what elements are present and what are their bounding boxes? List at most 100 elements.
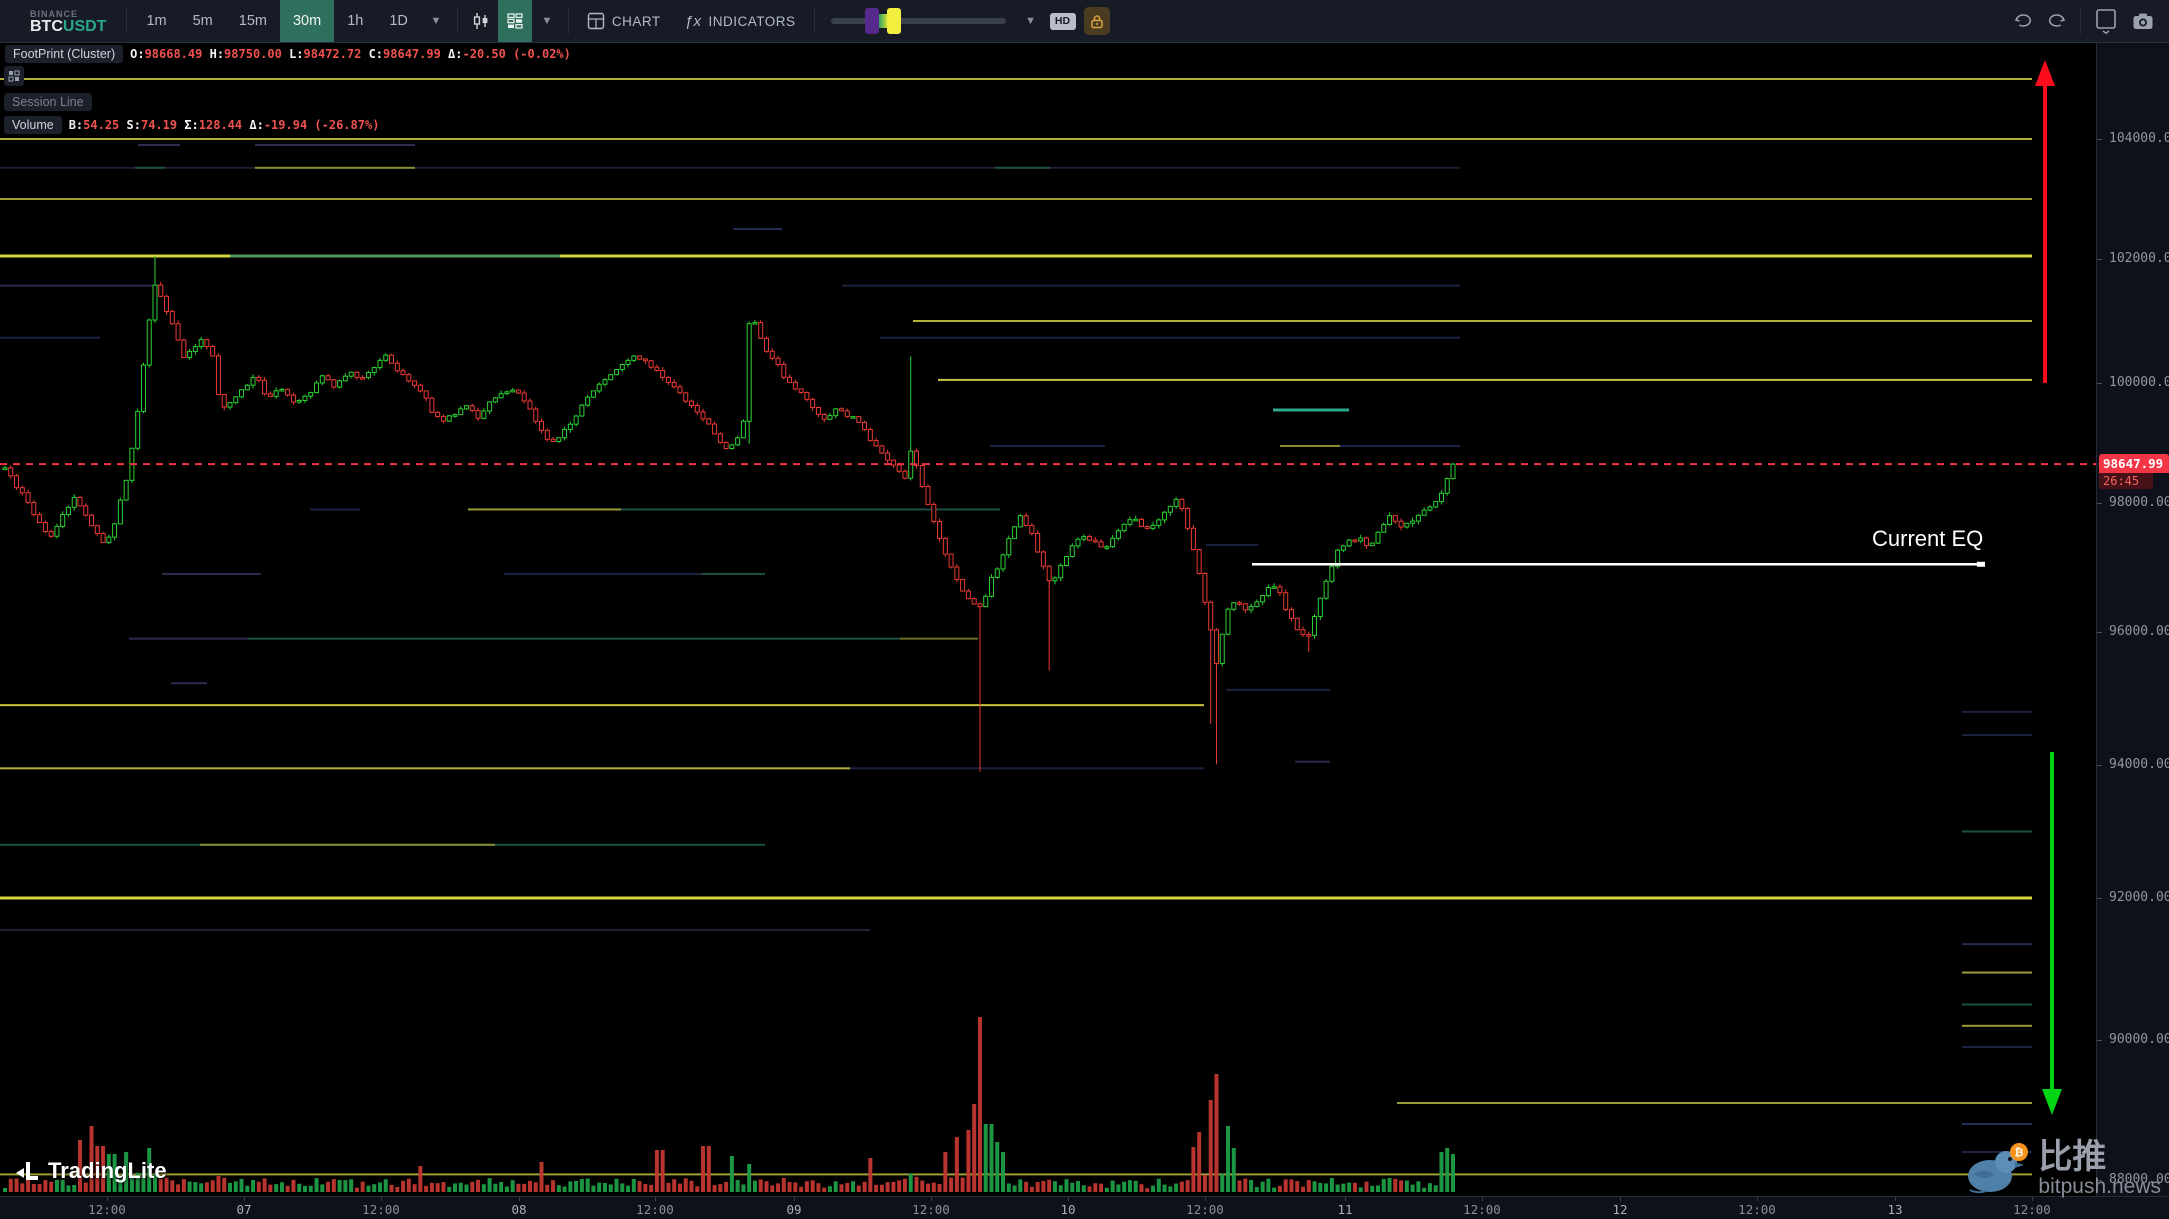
- indicators-button-label: INDICATORS: [708, 13, 796, 29]
- chart-button[interactable]: CHART: [575, 0, 673, 42]
- price-chart-canvas[interactable]: [0, 42, 2096, 1196]
- symbol-quote: USDT: [62, 17, 107, 35]
- heatmap-intensity-slider[interactable]: [830, 8, 1006, 34]
- bitpush-url-label: bitpush.news: [2038, 1175, 2161, 1198]
- tradinglite-watermark: TradingLite: [14, 1158, 167, 1184]
- chevron-down-icon: ▼: [1025, 15, 1036, 27]
- time-tick: [1895, 1197, 1896, 1201]
- screenshot-button[interactable]: [2125, 0, 2161, 42]
- last-price-tag: 98647.99 26:45: [2098, 454, 2169, 490]
- timeframe-button-1h[interactable]: 1h: [334, 0, 376, 42]
- tradinglite-label: TradingLite: [48, 1158, 167, 1183]
- layer-toggle-button[interactable]: [4, 66, 24, 86]
- redo-icon: [2048, 14, 2066, 27]
- time-tick: [519, 1197, 520, 1201]
- camera-icon: [2133, 13, 2153, 29]
- time-tick: [107, 1197, 108, 1201]
- price-axis-label: 96000.00: [2109, 624, 2169, 639]
- time-tick: [655, 1197, 656, 1201]
- layer-toggle-row: [4, 66, 24, 86]
- slider-handle-low[interactable]: [864, 8, 879, 34]
- price-axis-label: 88000.00: [2109, 1172, 2169, 1187]
- candlestick-style-button[interactable]: [464, 0, 498, 42]
- price-tick: [2097, 259, 2102, 260]
- time-axis-label: 12:00: [1186, 1202, 1224, 1217]
- time-tick: [244, 1197, 245, 1201]
- indicator-name-badge[interactable]: FootPrint (Cluster): [5, 45, 124, 63]
- price-tick: [2097, 503, 2102, 504]
- layout-icon: [2096, 9, 2116, 34]
- symbol-pair: BTCUSDT: [30, 17, 107, 35]
- time-axis-label: 10: [1060, 1202, 1076, 1217]
- price-axis-label: 90000.00: [2109, 1032, 2169, 1047]
- time-axis-label: 07: [236, 1202, 252, 1217]
- chart-grid-icon: [587, 12, 605, 30]
- ohlc-values: O:98668.49 H:98750.00 L:98472.72 C:98647…: [130, 47, 571, 61]
- time-axis-label: 12: [1612, 1202, 1628, 1217]
- time-tick: [1482, 1197, 1483, 1201]
- divider: [456, 8, 458, 34]
- price-tick: [2097, 632, 2102, 633]
- candlestick-icon: [473, 13, 488, 29]
- heatmap-menu-button[interactable]: ▼: [1016, 0, 1046, 42]
- price-tick: [2097, 898, 2102, 899]
- cluster-style-button[interactable]: [497, 0, 532, 42]
- time-tick: [2032, 1197, 2033, 1201]
- divider: [813, 8, 815, 34]
- lock-button[interactable]: [1083, 7, 1110, 35]
- style-menu-button[interactable]: ▼: [532, 0, 562, 42]
- price-axis[interactable]: 98647.99 26:45 104000.00 102000.00 100000.…: [2096, 42, 2169, 1196]
- time-axis-label: 12:00: [636, 1202, 674, 1217]
- price-axis-label: 92000.00: [2109, 890, 2169, 905]
- slider-track: [830, 18, 1006, 24]
- cluster-icon: [507, 13, 523, 29]
- time-tick: [1068, 1197, 1069, 1201]
- time-axis-label: 12:00: [362, 1202, 400, 1217]
- timeframe-button-15m[interactable]: 15m: [226, 0, 280, 42]
- slider-handle-high[interactable]: [886, 8, 901, 34]
- price-tick: [2097, 1040, 2102, 1041]
- price-axis-label: 104000.00: [2109, 131, 2169, 146]
- heatmap-lines: [0, 144, 2032, 1153]
- divider: [126, 8, 128, 34]
- last-price-value: 98647.99: [2098, 454, 2169, 474]
- session-line-row: Session Line: [4, 93, 92, 111]
- session-line-badge[interactable]: Session Line: [4, 93, 92, 111]
- volume-bars: [3, 1017, 1455, 1192]
- time-axis[interactable]: 12:00 07 12:00 08 12:00 09 12:00 10 12:00 11 12:00…: [0, 1196, 2169, 1219]
- indicator-legend-row: FootPrint (Cluster) O:98668.49 H:98750.0…: [5, 45, 571, 63]
- price-axis-label: 100000.00: [2109, 375, 2169, 390]
- timeframe-button-1D[interactable]: 1D: [376, 0, 421, 42]
- top-toolbar: BINANCE BTCUSDT 1m 5m 15m 30m 1h 1D ▼: [0, 0, 2169, 43]
- session-lines: [0, 78, 2032, 1176]
- symbol-base: BTC: [30, 17, 63, 35]
- current-eq-label[interactable]: Current EQ: [1872, 526, 1984, 551]
- price-tick: [2097, 139, 2102, 140]
- bird-icon: ₿: [1968, 1143, 2029, 1194]
- timeframe-menu-button[interactable]: ▼: [421, 0, 451, 42]
- slider-gradient: [878, 14, 887, 28]
- undo-button[interactable]: [2006, 0, 2040, 42]
- time-tick: [794, 1197, 795, 1201]
- layout-button[interactable]: [2087, 0, 2125, 42]
- timeframe-button-1m[interactable]: 1m: [133, 0, 179, 42]
- symbol-selector[interactable]: BINANCE BTCUSDT: [0, 8, 120, 35]
- svg-text:₿: ₿: [2015, 1146, 2024, 1159]
- redo-button[interactable]: [2040, 0, 2074, 42]
- eq-line: [1252, 561, 1985, 567]
- volume-badge[interactable]: Volume: [4, 116, 62, 134]
- bitpush-cn-label: 比推: [2038, 1137, 2107, 1177]
- time-axis-label: 12:00: [1463, 1202, 1501, 1217]
- time-tick: [1620, 1197, 1621, 1201]
- timeframe-button-5m[interactable]: 5m: [180, 0, 226, 42]
- price-axis-label: 98000.00: [2109, 495, 2169, 510]
- time-tick: [1205, 1197, 1206, 1201]
- indicators-button[interactable]: ƒx INDICATORS: [673, 0, 808, 42]
- exchange-label: BINANCE: [30, 8, 79, 19]
- volume-values: B:54.25 S:74.19 Σ:128.44 Δ:-19.94 (-26.8…: [68, 118, 380, 132]
- lock-icon: [1090, 14, 1103, 28]
- timeframe-button-30m[interactable]: 30m: [279, 0, 335, 42]
- time-tick: [1345, 1197, 1346, 1201]
- time-axis-label: 11: [1337, 1202, 1353, 1217]
